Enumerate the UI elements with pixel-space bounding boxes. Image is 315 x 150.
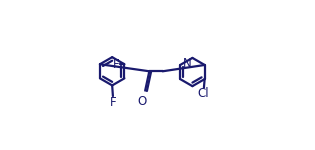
Text: O: O [138,94,147,108]
Text: N: N [183,57,192,70]
Text: Cl: Cl [198,87,209,100]
Text: F: F [110,96,117,109]
Text: F: F [113,58,119,71]
